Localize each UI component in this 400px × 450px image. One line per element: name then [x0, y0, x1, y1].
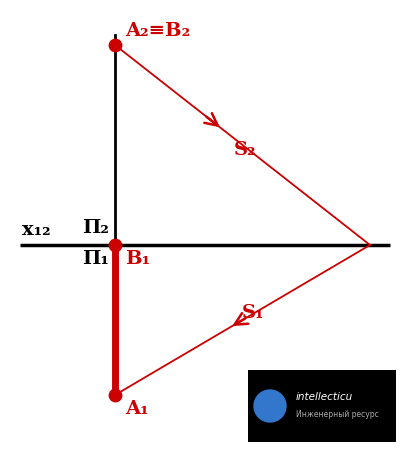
Point: [112, 392, 118, 399]
Text: A₂≡B₂: A₂≡B₂: [125, 22, 190, 40]
Text: B₁: B₁: [125, 250, 150, 268]
FancyBboxPatch shape: [248, 370, 396, 442]
Text: intellecticu: intellecticu: [296, 392, 353, 402]
Text: Инженерный ресурс: Инженерный ресурс: [296, 410, 379, 419]
Text: Π₂: Π₂: [82, 219, 109, 237]
Text: A₁: A₁: [125, 400, 149, 418]
Text: S₁: S₁: [242, 305, 264, 323]
Point: [112, 41, 118, 49]
Text: Π₁: Π₁: [82, 250, 109, 268]
Point: [112, 241, 118, 248]
Text: x₁₂: x₁₂: [22, 221, 51, 239]
Text: S₂: S₂: [234, 141, 257, 159]
Circle shape: [254, 390, 286, 422]
